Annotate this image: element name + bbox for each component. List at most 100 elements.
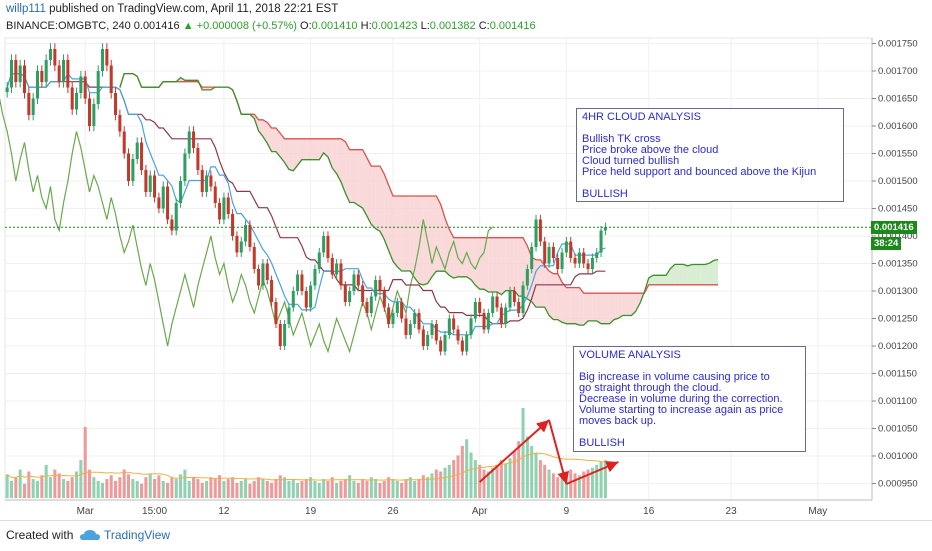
candle-body [135, 142, 139, 159]
cloud-segment [362, 149, 367, 217]
volume-bar [218, 475, 222, 498]
cloud-segment [388, 185, 393, 262]
cloud-segment [384, 174, 389, 251]
volume-bar [469, 452, 473, 498]
candle-body [543, 241, 547, 264]
candle-body [491, 296, 495, 313]
volume-bar [40, 475, 44, 498]
volume-bar [339, 480, 343, 498]
candle-body [504, 307, 508, 324]
volume-bar [560, 475, 564, 498]
candle-body [343, 285, 347, 302]
volume-bar [179, 474, 183, 498]
candle-body [560, 252, 564, 269]
candle-body [361, 285, 365, 302]
candle-body [564, 241, 568, 253]
candle-body [391, 313, 395, 324]
note-line: Cloud turned bullish [582, 155, 680, 167]
volume-bar [239, 480, 243, 498]
candle-body [595, 252, 599, 258]
cloud-segment [596, 293, 602, 324]
x-tick-label: 23 [726, 506, 738, 517]
volume-bar [473, 460, 477, 498]
volume-bar [447, 464, 451, 498]
cloud-segment [674, 264, 680, 285]
x-tick-label: 26 [387, 506, 399, 517]
tradingview-link[interactable]: TradingView [104, 528, 171, 542]
candle-body [118, 115, 122, 132]
cloud-segment [431, 196, 437, 277]
volume-bar [317, 482, 321, 498]
y-tick-label: 0.001750 [878, 39, 918, 50]
cloud-segment [314, 138, 320, 160]
cloud-segment [575, 287, 580, 326]
volume-bar [148, 473, 152, 498]
cloud-segment [627, 293, 632, 316]
candle-body [274, 302, 278, 324]
candle-body [127, 153, 131, 181]
volume-bar [57, 473, 61, 498]
cloud-segment [544, 265, 550, 316]
volume-bar [274, 479, 278, 498]
chikou-span-line [0, 97, 494, 354]
volume-bar [79, 460, 83, 498]
candle-body [430, 324, 434, 335]
candle-body [322, 236, 326, 253]
candle-body [70, 87, 74, 110]
volume-bar [131, 479, 135, 498]
volume-bar [443, 467, 447, 498]
candle-body [486, 313, 490, 330]
volume-bar [187, 480, 191, 498]
volume-bar [235, 482, 239, 498]
candle-body [300, 274, 304, 291]
volume-bar [88, 469, 92, 498]
x-tick-label: Apr [472, 506, 488, 517]
candle-body [413, 313, 417, 324]
candle-body [96, 71, 100, 104]
volume-bar [44, 464, 48, 498]
y-tick-label: 0.001400 [878, 231, 918, 242]
last-price-label: 0.001416 [133, 20, 180, 32]
note-line: Price broke above the cloud [582, 144, 719, 156]
volume-bar [105, 479, 109, 498]
cloud-segment [514, 237, 519, 297]
cloud-segment [566, 287, 571, 324]
volume-analysis-note[interactable]: VOLUME ANALYSIS Big increase in volume c… [573, 346, 806, 452]
x-tick-label: 9 [564, 506, 570, 517]
candle-body [460, 340, 464, 352]
candle-body [556, 258, 560, 269]
volume-bar [603, 460, 607, 498]
volume-bar [200, 482, 204, 498]
candle-body [222, 197, 226, 220]
y-tick-label: 0.001500 [878, 176, 918, 187]
cloud-segment [271, 127, 276, 152]
volume-bar [586, 469, 590, 498]
candle-body [352, 274, 356, 291]
trend-arrow [565, 461, 619, 485]
candle-body [551, 247, 555, 258]
cloud-segment [310, 138, 315, 160]
author-link[interactable]: willp111 [6, 3, 46, 15]
candle-body [75, 93, 79, 110]
candle-body [469, 318, 473, 335]
candle-body [374, 280, 378, 297]
cloud-segment [679, 264, 684, 285]
candle-body [209, 175, 213, 187]
candle-body [5, 87, 9, 93]
candle-body [317, 252, 321, 269]
candle-body [482, 313, 486, 330]
volume-bar [322, 479, 326, 498]
volume-bar [374, 479, 378, 498]
cloud-segment [609, 293, 615, 324]
x-tick-label: 12 [218, 506, 230, 517]
volume-bar [83, 426, 87, 498]
candle-body [517, 302, 521, 313]
change-label: +0.000008 (+0.57%) [196, 20, 297, 32]
candle-body [40, 71, 44, 82]
cloud-analysis-note[interactable]: 4HR CLOUD ANALYSIS Bullish TK cross Pric… [576, 108, 844, 202]
candle-body [218, 203, 222, 220]
volume-bar [465, 439, 469, 498]
volume-bar [109, 475, 113, 498]
candle-body [304, 291, 308, 308]
cloud-segment [588, 293, 593, 321]
